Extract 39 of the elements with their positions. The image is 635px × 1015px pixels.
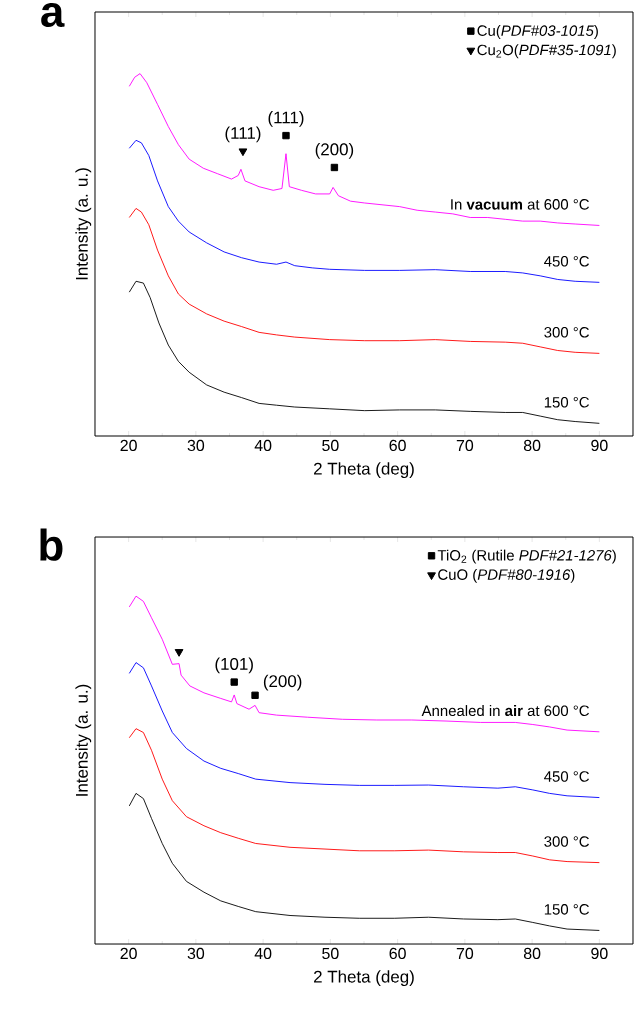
x-tick-label: 90 — [591, 947, 608, 960]
annotation: (111) — [268, 111, 304, 127]
x-tick-label: 60 — [389, 439, 406, 452]
chart-title: b — [40, 528, 63, 561]
x-axis-title: 2 Theta (deg) — [314, 970, 414, 987]
annotation: (200) — [315, 142, 354, 159]
series-label: 300 °C — [544, 836, 589, 847]
x-tick-label: 80 — [523, 947, 541, 960]
series-label: 150 °C — [544, 904, 589, 915]
y-axis-title: Intensity (a. u.) — [75, 684, 92, 796]
series-label: 150 °C — [544, 396, 589, 408]
x-tick-label: 80 — [523, 439, 541, 452]
x-tick-label: 70 — [456, 439, 474, 452]
annotation: (101) — [215, 657, 253, 674]
x-tick-label: 30 — [187, 439, 205, 452]
legend-label: TiO$_{2}$ (Rutile PDF#21-1276) — [437, 549, 616, 564]
chart-title: a — [41, 3, 65, 28]
x-tick-label: 20 — [120, 439, 137, 452]
annotation: (111) — [225, 126, 261, 143]
x-tick-label: 50 — [322, 947, 339, 960]
x-tick-label: 60 — [389, 947, 406, 960]
series-label: Annealed in air at 600 °C — [421, 705, 589, 717]
legend-label: CuO (PDF#80-1916) — [438, 568, 575, 583]
x-tick-label: 40 — [254, 439, 272, 452]
x-tick-label: 30 — [187, 947, 205, 960]
series-label: 450 °C — [544, 256, 589, 267]
series-label: 300 °C — [544, 327, 589, 338]
legend-label: Cu(PDF#03-1015) — [477, 24, 598, 39]
series-label: In vacuum at 600 °C — [451, 199, 589, 210]
legend-label: Cu$_{2}$O(PDF#35-1091) — [477, 44, 616, 59]
x-axis-title: 2 Theta (deg) — [314, 462, 414, 479]
x-tick-label: 90 — [591, 439, 608, 452]
series-label: 450 °C — [544, 771, 589, 782]
y-axis-title: Intensity (a. u.) — [75, 168, 92, 280]
x-tick-label: 50 — [322, 439, 339, 452]
annotation: (200) — [263, 674, 302, 691]
x-tick-label: 70 — [456, 947, 474, 960]
x-tick-label: 20 — [120, 947, 137, 960]
x-tick-label: 40 — [254, 947, 272, 960]
